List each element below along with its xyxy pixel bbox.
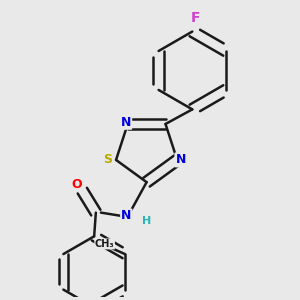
Text: S: S <box>103 153 112 167</box>
Text: N: N <box>176 153 186 167</box>
Text: N: N <box>121 209 131 223</box>
Text: F: F <box>191 11 200 25</box>
Text: N: N <box>121 116 131 129</box>
Text: O: O <box>71 178 82 191</box>
Text: H: H <box>142 216 151 226</box>
Text: CH₃: CH₃ <box>95 239 114 249</box>
